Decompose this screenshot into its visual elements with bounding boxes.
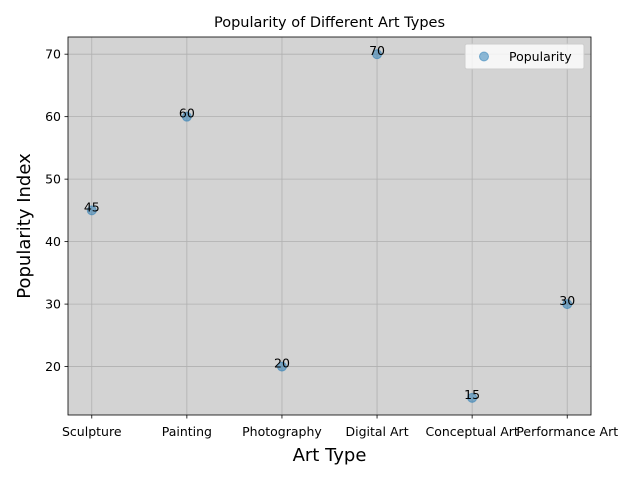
data-label: 70 <box>369 43 385 58</box>
data-label: 60 <box>179 106 195 121</box>
x-tick-label: Conceptual Art <box>425 424 518 439</box>
y-tick-label: 20 <box>45 359 61 374</box>
y-tick-label: 70 <box>45 47 61 62</box>
x-axis-label: Art Type <box>293 445 367 466</box>
plot-area <box>68 37 591 415</box>
data-point <box>181 111 192 122</box>
legend: Popularity <box>464 43 585 70</box>
x-tick-label: Sculpture <box>62 424 122 439</box>
x-tick-label: Photography <box>242 424 322 439</box>
y-tick-labels: 20 30 40 50 60 70 <box>45 47 61 374</box>
data-point <box>372 49 383 60</box>
axes-frame <box>67 36 592 416</box>
data-point <box>467 392 478 403</box>
data-points <box>86 49 573 403</box>
axes <box>64 36 592 419</box>
legend-box <box>464 43 585 70</box>
x-tick-labels: Sculpture Painting Photography Digital Art C… <box>62 424 618 439</box>
chart-title: Popularity of Different Art Types <box>214 15 445 31</box>
data-label: 20 <box>274 356 290 371</box>
y-tick-label: 50 <box>45 172 61 187</box>
data-label: 45 <box>84 199 100 214</box>
y-tick-label: 40 <box>45 234 61 249</box>
legend-marker <box>479 51 489 62</box>
data-point <box>86 205 97 216</box>
y-tick-label: 60 <box>45 109 61 124</box>
data-label: 30 <box>559 293 575 308</box>
x-tick-label: Digital Art <box>345 424 408 439</box>
grid-lines <box>68 37 591 415</box>
y-tick-label: 30 <box>45 297 61 312</box>
data-labels: 45 60 20 70 15 30 <box>84 43 575 402</box>
x-tick-label: Painting <box>162 424 212 439</box>
y-axis-label: Popularity Index <box>14 153 35 299</box>
data-label: 15 <box>464 387 480 402</box>
legend-label: Popularity <box>509 49 572 64</box>
data-point <box>562 299 573 310</box>
x-tick-label: Performance Art <box>516 424 618 439</box>
data-point <box>276 361 287 372</box>
